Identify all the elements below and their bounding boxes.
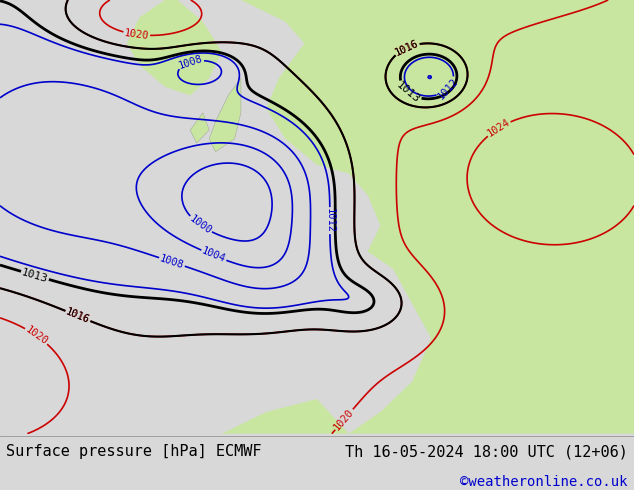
Text: Th 16-05-2024 18:00 UTC (12+06): Th 16-05-2024 18:00 UTC (12+06): [345, 444, 628, 459]
Text: 1012: 1012: [436, 76, 460, 101]
Text: 1000: 1000: [187, 214, 214, 236]
Text: 1020: 1020: [124, 28, 150, 41]
Polygon shape: [190, 113, 209, 143]
Polygon shape: [127, 0, 222, 96]
Text: 1008: 1008: [178, 53, 204, 71]
Text: 1013: 1013: [395, 80, 422, 105]
Text: 1016: 1016: [65, 307, 91, 325]
Text: 1004: 1004: [200, 246, 227, 265]
Text: Surface pressure [hPa] ECMWF: Surface pressure [hPa] ECMWF: [6, 444, 262, 459]
Text: 1020: 1020: [23, 324, 49, 347]
Text: 1013: 1013: [20, 267, 49, 284]
Text: 1024: 1024: [486, 117, 512, 139]
Text: ©weatheronline.co.uk: ©weatheronline.co.uk: [460, 474, 628, 489]
Text: 1016: 1016: [393, 38, 420, 58]
Text: 1008: 1008: [158, 253, 185, 270]
Polygon shape: [241, 0, 634, 434]
Text: 1020: 1020: [332, 407, 356, 432]
Text: 1016: 1016: [65, 307, 91, 325]
Polygon shape: [190, 399, 349, 434]
Polygon shape: [209, 78, 241, 152]
Text: 1016: 1016: [393, 38, 420, 58]
Text: 1012: 1012: [325, 208, 335, 233]
